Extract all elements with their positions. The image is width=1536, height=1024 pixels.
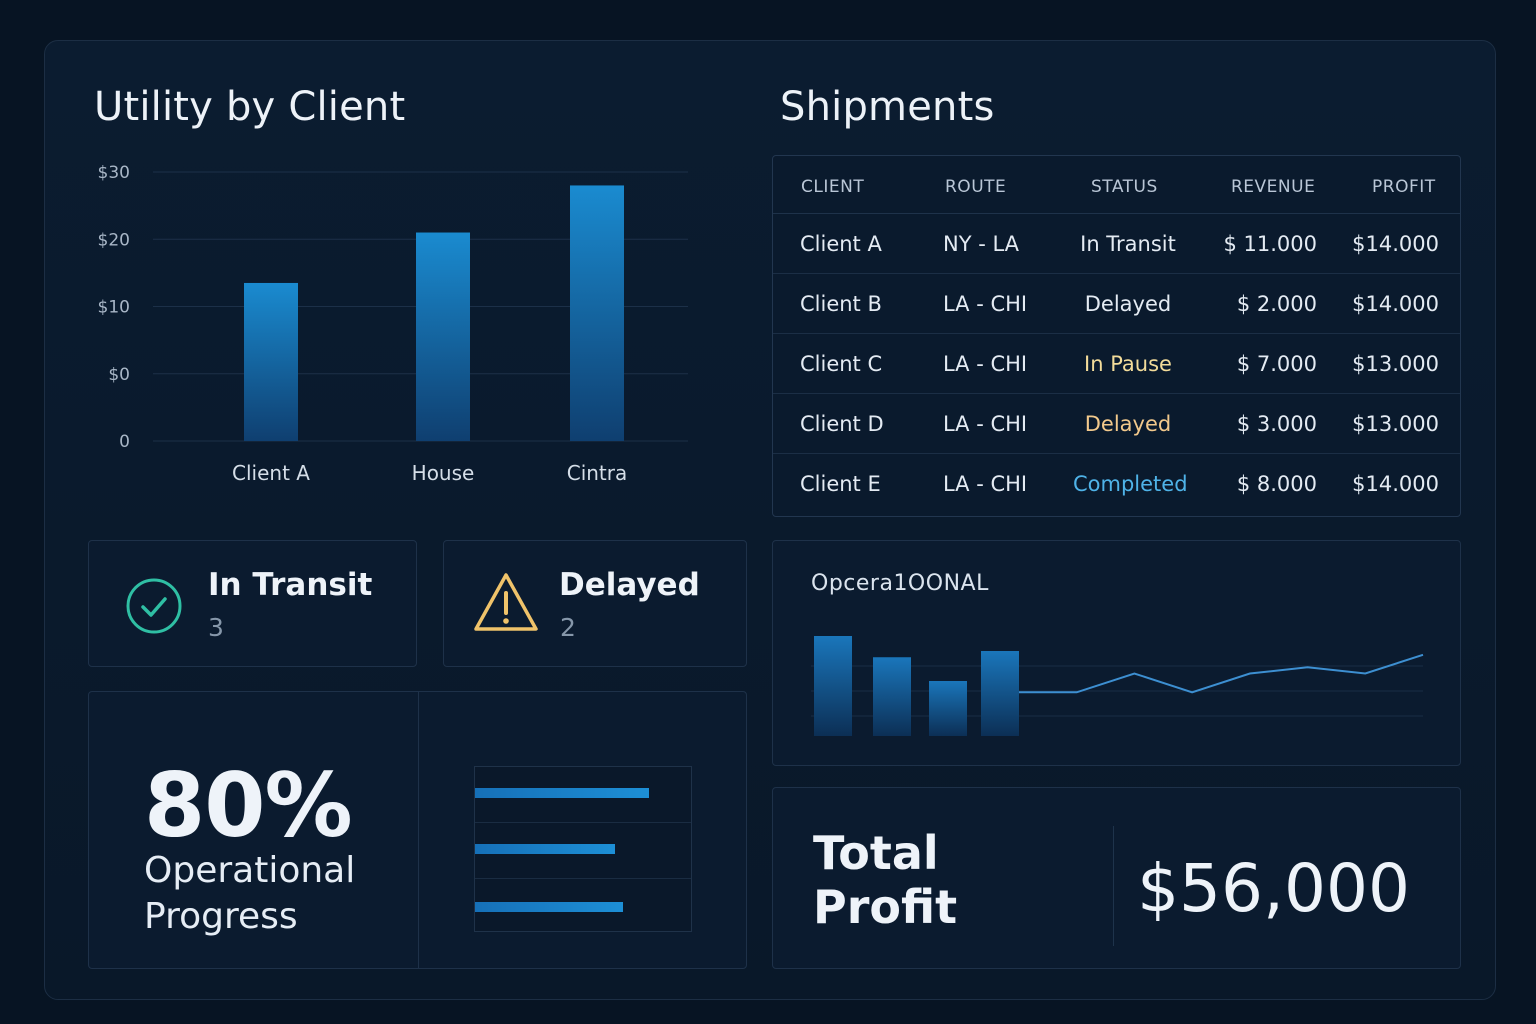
cell-route: LA - CHI (943, 292, 1028, 316)
op-bar[interactable] (929, 681, 967, 736)
delayed-card[interactable]: Delayed 2 (443, 540, 747, 667)
column-header-revenue[interactable]: REVENUE (1231, 177, 1316, 197)
y-tick-label: $10 (98, 298, 130, 318)
in-transit-card[interactable]: In Transit 3 (88, 540, 417, 667)
y-tick-label: $20 (98, 230, 130, 250)
cell-route: NY - LA (943, 232, 1020, 256)
shipments-title: Shipments (780, 84, 995, 130)
warning-triangle-icon (474, 573, 538, 631)
total-profit-label-line1: Total (813, 826, 939, 880)
cell-revenue: $ 7.000 (1236, 352, 1317, 376)
shipments-table: CLIENT ROUTE STATUS REVENUE PROFIT Clien… (772, 155, 1461, 517)
cell-profit: $13.000 (1352, 412, 1439, 436)
utility-title: Utility by Client (94, 84, 406, 130)
progress-divider (418, 692, 419, 968)
table-row[interactable]: Client C LA - CHI In Pause $ 7.000 $13.000 (773, 334, 1460, 394)
cell-status: Delayed (1084, 412, 1172, 436)
cell-route: LA - CHI (943, 472, 1028, 496)
column-header-client[interactable]: CLIENT (801, 177, 865, 197)
op-bar[interactable] (814, 636, 852, 736)
cell-route: LA - CHI (943, 412, 1028, 436)
column-header-status[interactable]: STATUS (1091, 177, 1158, 197)
check-circle-icon (126, 578, 182, 634)
progress-bar (475, 844, 615, 854)
cell-client: Client D (800, 412, 884, 436)
op-line (1019, 653, 1424, 694)
cell-profit: $13.000 (1352, 352, 1439, 376)
table-row[interactable]: Client D LA - CHI Delayed $ 3.000 $13.000 (773, 394, 1460, 454)
cell-route: LA - CHI (943, 352, 1028, 376)
x-tick-label: House (412, 461, 475, 485)
progress-bars (474, 766, 692, 932)
y-tick-label: $0 (108, 365, 130, 385)
total-profit-value: $56,000 (1137, 850, 1410, 927)
progress-bar (475, 788, 649, 798)
cell-profit: $14.000 (1352, 292, 1439, 316)
operational-label: Opcera1OONAL (811, 571, 989, 596)
cell-status: Completed (1073, 472, 1188, 496)
bar[interactable] (570, 185, 624, 441)
progress-bar-row (475, 823, 691, 879)
table-row[interactable]: Client E LA - CHI Completed $ 8.000 $14.000 (773, 454, 1460, 514)
total-profit-card: Total Profit $56,000 (772, 787, 1461, 969)
cell-client: Client A (800, 232, 882, 256)
delayed-label: Delayed (559, 567, 700, 603)
progress-bar-row (475, 767, 691, 823)
cell-revenue: $ 11.000 (1223, 232, 1317, 256)
progress-bar-row (475, 879, 691, 935)
progress-value: 80% (144, 754, 353, 857)
delayed-count: 2 (560, 613, 576, 642)
cell-revenue: $ 2.000 (1236, 292, 1317, 316)
cell-client: Client C (800, 352, 883, 376)
column-header-route[interactable]: ROUTE (945, 177, 1007, 197)
in-transit-count: 3 (208, 613, 224, 642)
cell-client: Client E (800, 472, 881, 496)
cell-status: Delayed (1084, 292, 1172, 316)
in-transit-label: In Transit (208, 567, 373, 603)
cell-revenue: $ 3.000 (1236, 412, 1317, 436)
progress-label-line1: Operational (144, 850, 356, 891)
table-row[interactable]: Client A NY - LA In Transit $ 11.000 $14.000 (773, 214, 1460, 274)
operational-chart (811, 636, 1424, 736)
total-profit-label-line2: Profit (813, 880, 958, 934)
bar[interactable] (416, 232, 470, 441)
cell-revenue: $ 8.000 (1236, 472, 1317, 496)
cell-status: In Transit (1080, 232, 1176, 256)
y-tick-label: $30 (98, 163, 130, 183)
cell-status: In Pause (1084, 352, 1172, 376)
table-header: CLIENT ROUTE STATUS REVENUE PROFIT (773, 156, 1460, 214)
table-row[interactable]: Client B LA - CHI Delayed $ 2.000 $14.000 (773, 274, 1460, 334)
y-tick-label: 0 (119, 432, 130, 452)
bar[interactable] (244, 282, 298, 441)
column-header-profit[interactable]: PROFIT (1372, 177, 1436, 197)
progress-bar (475, 902, 623, 912)
cell-client: Client B (800, 292, 882, 316)
x-tick-label: Client A (232, 461, 310, 485)
op-bar[interactable] (873, 657, 911, 736)
utility-bar-chart: 0 $0 $10 $20 $30 Client A House Cintra (98, 163, 688, 485)
cell-profit: $14.000 (1352, 232, 1439, 256)
total-profit-divider (1113, 826, 1114, 946)
x-tick-label: Cintra (567, 461, 628, 485)
cell-profit: $14.000 (1352, 472, 1439, 496)
op-bar[interactable] (981, 651, 1019, 736)
operational-card: Opcera1OONAL (772, 540, 1461, 766)
progress-label-line2: Progress (144, 896, 298, 937)
